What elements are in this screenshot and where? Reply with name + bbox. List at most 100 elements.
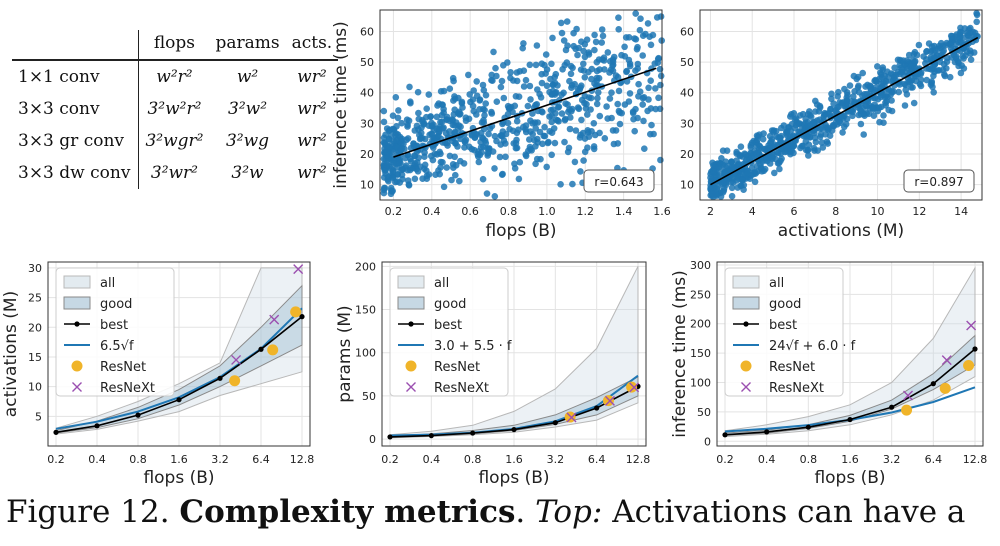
scatter-point	[790, 110, 798, 117]
scatter-point	[561, 138, 568, 146]
scatter-point	[623, 67, 630, 75]
scatter-point	[626, 90, 634, 97]
scatter-point	[488, 108, 495, 116]
scatter-point	[563, 18, 571, 25]
scatter-point	[632, 36, 640, 43]
scatter-point	[816, 102, 824, 110]
y-tick-label: 200	[690, 318, 711, 331]
x-tick-label: 0.2	[47, 453, 65, 466]
scatter-point	[380, 149, 388, 156]
legend-swatch-resnext	[406, 382, 416, 392]
scatter-point	[515, 126, 522, 133]
band-all	[724, 266, 976, 438]
y-axis-label: params (M)	[335, 305, 355, 402]
scatter-point	[751, 178, 759, 186]
resnet-point	[602, 395, 614, 407]
scatter-point	[920, 53, 927, 60]
scatter-point	[807, 113, 815, 120]
legend-label: ResNeXt	[769, 381, 824, 396]
scatter-point	[451, 128, 459, 136]
scatter-point	[452, 140, 459, 147]
scatter-point	[860, 131, 867, 138]
scatter-point	[450, 111, 458, 118]
legend-label: ResNeXt	[100, 381, 155, 396]
scatter-point	[824, 140, 831, 147]
scatter-point	[467, 98, 474, 106]
scatter-point	[930, 89, 937, 96]
scatter-point	[404, 135, 412, 142]
scatter-point	[415, 109, 422, 117]
scatter-point	[476, 106, 483, 113]
scatter-point	[470, 107, 478, 115]
y-tick-label: 30	[680, 117, 694, 130]
scatter-point	[610, 140, 618, 148]
y-tick-label: 20	[360, 148, 374, 161]
scatter-point	[756, 131, 763, 138]
best-point	[258, 346, 264, 352]
scatter-point	[562, 100, 569, 107]
scatter-point	[417, 134, 425, 142]
legend-label: best	[100, 318, 128, 333]
scatter-point	[558, 29, 566, 37]
y-tick-label: 150	[355, 304, 376, 317]
scatter-point	[790, 149, 797, 157]
scatter-point	[540, 132, 547, 140]
scatter-point	[480, 86, 488, 94]
legend-label: ResNet	[434, 360, 480, 375]
scatter-point	[777, 157, 784, 165]
scatter-point	[421, 161, 429, 169]
scatter-point	[405, 117, 413, 124]
x-tick-label: 0.4	[758, 453, 776, 466]
x-tick-label: 1.2	[577, 205, 595, 218]
scatter-point	[462, 136, 470, 144]
scatter-point	[817, 131, 825, 138]
scatter-point	[566, 125, 574, 133]
scatter-point	[826, 132, 834, 139]
scatter-point	[549, 34, 556, 42]
x-tick-label: 10	[871, 205, 885, 218]
x-tick-label: 12.8	[626, 453, 651, 466]
best-point	[428, 433, 434, 439]
scatter-point	[389, 187, 397, 195]
scatter-point	[902, 86, 909, 94]
table-row: 3×3 conv 3²w²r² 3²w² wr²	[12, 93, 338, 125]
legend-swatch-good	[397, 296, 425, 310]
legend-swatch-all	[397, 275, 425, 289]
scatter-point	[812, 97, 819, 105]
resnext-point	[966, 320, 977, 331]
scatter-point	[500, 62, 507, 69]
best-point	[53, 429, 59, 435]
table-header-flops: flops	[153, 33, 196, 53]
scatter-point	[835, 88, 842, 96]
x-axis-label: flops (B)	[814, 468, 885, 488]
scatter-point	[616, 109, 623, 116]
scatter-point	[522, 152, 530, 160]
scatter-point	[515, 175, 523, 183]
scatter-point	[893, 71, 900, 79]
scatter-point	[414, 88, 422, 96]
scatter-point	[511, 165, 519, 172]
plot-frame	[716, 261, 984, 447]
scatter-point	[615, 26, 622, 33]
x-axis-label: flops (B)	[143, 468, 214, 488]
scatter-point	[973, 18, 980, 26]
scatter-point	[446, 152, 454, 160]
scatter-point	[541, 123, 548, 131]
scatter-point	[639, 52, 646, 59]
row-label: 3×3 dw conv	[12, 157, 140, 189]
scatter-point	[615, 14, 622, 21]
scatter-point	[957, 69, 965, 77]
scatter-point	[870, 112, 878, 119]
scatter-point	[715, 163, 723, 171]
scatter-point	[806, 108, 813, 115]
scatter-point	[587, 94, 595, 102]
legend-swatch-resnet	[740, 360, 752, 372]
scatter-point	[657, 156, 664, 164]
scatter-point	[492, 64, 499, 72]
legend-swatch-best-dot	[74, 321, 80, 327]
scatter-point	[657, 72, 665, 80]
scatter-point	[909, 63, 917, 70]
scatter-point	[396, 159, 403, 167]
y-axis-label: activations (M)	[1, 291, 21, 417]
x-tick-label: 6.4	[588, 453, 606, 466]
